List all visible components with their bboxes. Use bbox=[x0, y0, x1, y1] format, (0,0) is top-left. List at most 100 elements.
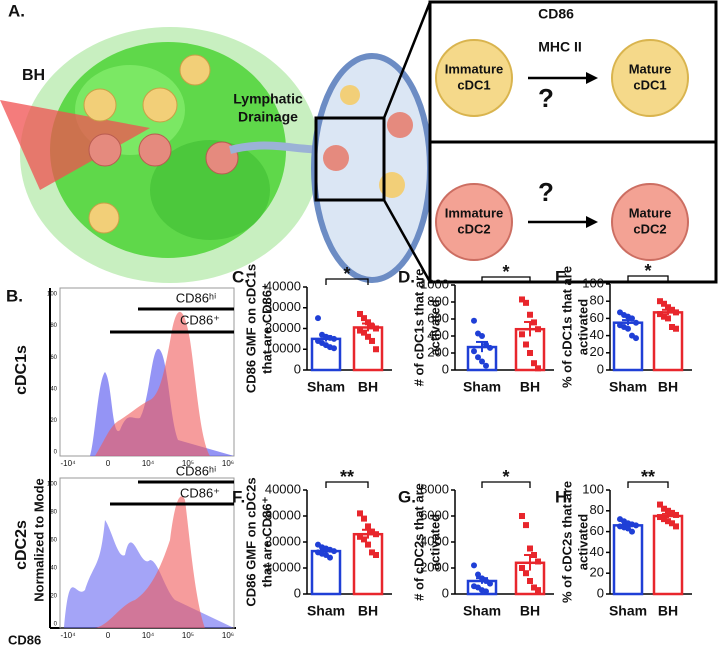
data-point bbox=[523, 570, 529, 577]
y-axis-title: CD86 GMF on cDC2s bbox=[243, 477, 258, 606]
data-point bbox=[657, 298, 663, 305]
data-point bbox=[487, 580, 493, 587]
data-point bbox=[365, 319, 371, 326]
label: Drainage bbox=[238, 109, 298, 125]
data-point bbox=[369, 323, 375, 330]
data-point bbox=[661, 516, 667, 523]
hist-y-tick: 80 bbox=[50, 323, 57, 329]
significance-bracket bbox=[325, 481, 369, 488]
data-point bbox=[373, 531, 379, 538]
data-point bbox=[633, 319, 639, 326]
data-point bbox=[527, 350, 533, 356]
significance: ** bbox=[641, 467, 655, 487]
data-point bbox=[373, 346, 379, 353]
y-tick-label: 6000 bbox=[420, 507, 449, 522]
label: Immature bbox=[445, 205, 504, 220]
data-point bbox=[535, 365, 541, 372]
data-point bbox=[327, 554, 333, 561]
data-point bbox=[535, 558, 541, 565]
significance-bracket bbox=[481, 481, 531, 488]
data-point bbox=[665, 507, 671, 514]
data-point bbox=[519, 513, 525, 519]
data-point bbox=[483, 588, 489, 595]
data-point bbox=[657, 514, 663, 521]
data-point bbox=[661, 313, 667, 320]
data-point bbox=[669, 306, 675, 313]
y-tick-label: 0 bbox=[294, 585, 301, 600]
data-point bbox=[519, 331, 525, 338]
cell bbox=[340, 85, 360, 105]
hist-y-tick: 20 bbox=[50, 418, 57, 424]
hist-y-tick: 40 bbox=[50, 386, 57, 392]
data-point bbox=[523, 522, 529, 529]
data-point bbox=[527, 311, 533, 318]
x-tick-label: Sham bbox=[609, 603, 647, 619]
data-point bbox=[531, 360, 537, 367]
y-tick-label: 40000 bbox=[265, 278, 301, 293]
panel-label: E. bbox=[555, 267, 571, 286]
y-axis-title: that are CD86⁺ bbox=[259, 497, 274, 588]
zoom-line bbox=[382, 199, 432, 283]
y-tick-label: 20000 bbox=[265, 533, 301, 548]
data-point bbox=[669, 324, 675, 330]
data-point bbox=[531, 319, 537, 326]
y-tick-label: 1000 bbox=[420, 276, 449, 291]
data-point bbox=[369, 337, 375, 344]
data-point bbox=[665, 304, 671, 311]
y-tick-label: 30000 bbox=[265, 299, 301, 314]
hist-x-tick: 10⁴ bbox=[142, 459, 155, 468]
y-tick-label: 100 bbox=[582, 275, 604, 290]
hist-x-tick: 10⁶ bbox=[222, 459, 234, 468]
label: BH bbox=[22, 67, 45, 84]
data-point bbox=[315, 315, 321, 322]
label: cDC2 bbox=[457, 221, 490, 236]
y-tick-label: 0 bbox=[597, 361, 604, 376]
data-point bbox=[479, 358, 485, 365]
y-tick-label: 0 bbox=[294, 361, 301, 376]
data-point bbox=[633, 522, 639, 529]
y-tick-label: 30000 bbox=[265, 507, 301, 522]
panel-b: B. cDC1s cDC2s Normalized to Mode CD86 C… bbox=[6, 286, 236, 647]
cell bbox=[83, 88, 117, 122]
panel-a: A. BH Lymphatic Drainage CD86 MHC II Imm… bbox=[0, 0, 718, 284]
y-tick-label: 60 bbox=[590, 523, 604, 538]
y-tick-label: 200 bbox=[427, 344, 449, 359]
y-tick-label: 80 bbox=[590, 502, 604, 517]
y-axis-title: activated bbox=[427, 514, 442, 570]
data-point bbox=[527, 545, 533, 552]
histogram bbox=[60, 520, 234, 628]
label: Mature bbox=[629, 205, 672, 220]
label: Lymphatic bbox=[233, 91, 303, 107]
data-point bbox=[373, 325, 379, 332]
arrow-head bbox=[586, 72, 598, 84]
y-tick-label: 60 bbox=[590, 310, 604, 325]
data-point bbox=[661, 300, 667, 307]
data-point bbox=[625, 325, 631, 332]
panel-label: A. bbox=[8, 1, 25, 20]
data-point bbox=[535, 326, 541, 333]
y-tick-label: 40 bbox=[590, 327, 604, 342]
zoom-line bbox=[382, 1, 432, 119]
cell bbox=[435, 39, 513, 117]
hist-x-tick: 10⁵ bbox=[182, 459, 194, 468]
hist-x-tick: 0 bbox=[106, 631, 111, 640]
x-tick-label: Sham bbox=[463, 603, 501, 619]
data-point bbox=[519, 296, 525, 303]
data-point bbox=[483, 362, 489, 369]
significance: ** bbox=[340, 467, 354, 487]
hist-y-tick: 0 bbox=[54, 450, 58, 456]
arrow-head bbox=[586, 216, 598, 228]
label: cDC2 bbox=[633, 221, 666, 236]
label: ? bbox=[538, 177, 554, 207]
hist-x-tick: -10⁴ bbox=[61, 631, 77, 640]
x-tick-label: BH bbox=[358, 603, 378, 619]
data-point bbox=[331, 345, 337, 352]
data-point bbox=[487, 344, 493, 351]
cell bbox=[142, 87, 178, 123]
label: cDC1 bbox=[457, 77, 490, 92]
y-tick-label: 80 bbox=[590, 293, 604, 308]
y-axis-title: % of cDC1s that are bbox=[559, 266, 574, 388]
x-tick-label: Sham bbox=[463, 379, 501, 395]
data-point bbox=[527, 578, 533, 584]
data-point bbox=[669, 509, 675, 516]
